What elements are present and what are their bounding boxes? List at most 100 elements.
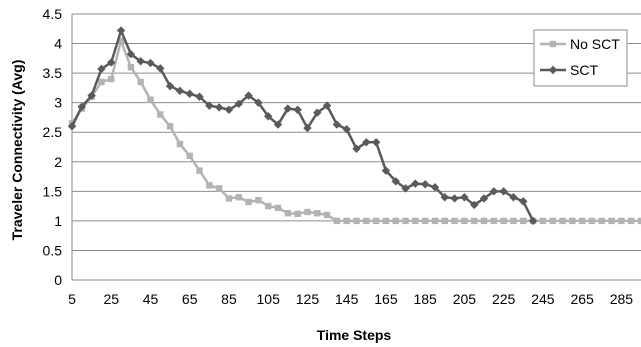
y-tick-label: 4.5 bbox=[43, 6, 63, 22]
data-point-no-sct bbox=[108, 75, 115, 83]
data-point-no-sct bbox=[137, 78, 144, 86]
x-tick-label: 265 bbox=[570, 291, 594, 307]
axes bbox=[71, 14, 641, 281]
data-point-no-sct bbox=[225, 195, 233, 202]
x-tick-label: 45 bbox=[143, 291, 159, 307]
data-point-no-sct bbox=[314, 210, 321, 217]
data-point-sct bbox=[264, 112, 273, 121]
data-point-no-sct bbox=[372, 217, 380, 225]
series bbox=[67, 26, 641, 226]
data-point-sct bbox=[440, 193, 449, 202]
legend-label-sct: SCT bbox=[570, 62, 598, 78]
data-point-sct bbox=[371, 138, 381, 147]
data-point-no-sct bbox=[431, 217, 439, 225]
data-point-sct bbox=[479, 194, 489, 203]
y-tick-label: 2 bbox=[54, 154, 62, 170]
data-point-no-sct bbox=[392, 217, 399, 225]
data-point-no-sct bbox=[274, 204, 282, 212]
tick-labels: 0 0.5 1 1.5 2 2.5 3 3.5 4 4.5 5 25 45 65 85 105 125 145 16… bbox=[43, 6, 634, 307]
data-point-no-sct bbox=[166, 123, 174, 130]
data-point-no-sct bbox=[451, 217, 458, 225]
legend-item-no-sct: No SCT bbox=[540, 36, 620, 52]
data-point-no-sct bbox=[608, 217, 615, 225]
x-tick-label: 105 bbox=[257, 291, 281, 307]
data-point-sct bbox=[126, 49, 136, 59]
data-point-sct bbox=[244, 91, 253, 100]
data-point-sct bbox=[528, 216, 538, 226]
data-point-no-sct bbox=[627, 217, 635, 225]
x-tick-label: 165 bbox=[374, 291, 398, 307]
data-point-sct bbox=[77, 102, 87, 112]
data-point-sct bbox=[342, 125, 351, 134]
data-point-no-sct bbox=[549, 217, 556, 225]
data-point-sct bbox=[519, 197, 528, 206]
data-point-no-sct bbox=[98, 78, 105, 86]
y-tick-label: 3 bbox=[54, 95, 62, 111]
data-point-no-sct bbox=[255, 197, 262, 204]
data-point-no-sct bbox=[117, 37, 125, 44]
data-point-no-sct bbox=[412, 217, 419, 225]
x-axis-title: Time Steps bbox=[317, 327, 392, 343]
y-tick-label: 0.5 bbox=[43, 242, 63, 258]
data-point-sct bbox=[332, 120, 342, 129]
legend: No SCT SCT bbox=[533, 29, 628, 87]
data-point-no-sct bbox=[265, 202, 272, 210]
data-point-sct bbox=[470, 200, 479, 210]
data-point-sct bbox=[205, 101, 214, 110]
data-point-no-sct bbox=[382, 217, 390, 225]
data-point-sct bbox=[450, 194, 459, 203]
data-point-sct bbox=[185, 89, 194, 98]
data-point-sct bbox=[420, 180, 430, 189]
data-point-no-sct bbox=[353, 217, 360, 225]
data-point-sct bbox=[303, 123, 312, 133]
data-point-no-sct bbox=[559, 217, 566, 225]
x-tick-label: 225 bbox=[492, 291, 516, 307]
data-point-no-sct bbox=[510, 217, 517, 225]
gridlines bbox=[72, 13, 641, 251]
data-point-no-sct bbox=[323, 211, 331, 219]
data-point-no-sct bbox=[363, 217, 370, 225]
x-tick-label: 125 bbox=[296, 291, 320, 307]
data-point-sct bbox=[322, 101, 332, 110]
data-point-sct bbox=[234, 99, 243, 109]
data-point-no-sct bbox=[157, 111, 164, 118]
data-point-sct bbox=[411, 179, 420, 188]
data-point-no-sct bbox=[343, 217, 350, 225]
data-point-sct bbox=[214, 103, 224, 112]
data-point-sct bbox=[430, 182, 440, 192]
data-point-no-sct bbox=[196, 167, 203, 174]
y-tick-label: 3.5 bbox=[43, 65, 63, 81]
data-point-no-sct bbox=[176, 140, 184, 148]
x-tick-label: 185 bbox=[413, 291, 437, 307]
data-point-no-sct bbox=[588, 217, 596, 225]
data-point-no-sct bbox=[284, 210, 292, 217]
data-point-no-sct bbox=[461, 217, 468, 225]
data-point-no-sct bbox=[206, 182, 213, 189]
data-point-no-sct bbox=[480, 217, 488, 225]
data-point-no-sct bbox=[441, 217, 448, 225]
data-point-no-sct bbox=[245, 198, 252, 206]
data-point-no-sct bbox=[618, 217, 625, 225]
data-point-sct bbox=[107, 58, 116, 67]
data-point-no-sct bbox=[402, 217, 409, 225]
data-point-no-sct bbox=[500, 217, 507, 225]
y-axis-title: Traveler Connectivity (Avg) bbox=[9, 60, 25, 241]
y-tick-label: 0 bbox=[54, 272, 62, 288]
data-point-sct bbox=[195, 92, 204, 101]
legend-item-sct: SCT bbox=[540, 62, 598, 78]
legend-marker-sct bbox=[548, 65, 558, 75]
data-point-sct bbox=[116, 26, 126, 35]
data-point-no-sct bbox=[520, 217, 527, 225]
data-point-no-sct bbox=[421, 217, 429, 225]
x-tick-label: 205 bbox=[453, 291, 477, 307]
data-point-sct bbox=[273, 120, 283, 129]
data-point-sct bbox=[165, 81, 175, 91]
x-tick-label: 85 bbox=[221, 291, 237, 307]
data-point-sct bbox=[146, 58, 155, 68]
data-point-sct bbox=[489, 187, 499, 196]
data-point-sct bbox=[362, 138, 371, 147]
data-point-sct bbox=[509, 193, 518, 202]
data-point-sct bbox=[283, 104, 293, 113]
